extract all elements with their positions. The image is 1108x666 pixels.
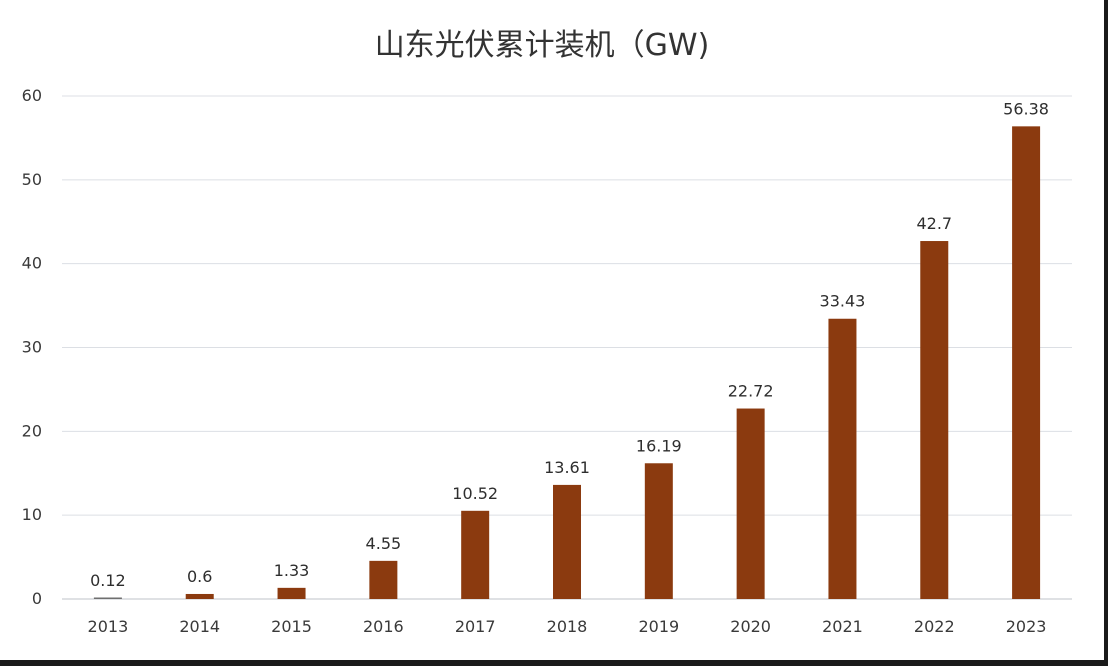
y-tick-label: 10	[22, 505, 42, 524]
x-tick-label-2018: 2018	[547, 617, 588, 636]
x-tick-label-2016: 2016	[363, 617, 404, 636]
data-label-2022: 42.7	[916, 214, 952, 233]
data-label-2023: 56.38	[1003, 99, 1049, 118]
data-label-2018: 13.61	[544, 458, 590, 477]
data-label-2013: 0.12	[90, 571, 126, 590]
x-tick-label-2014: 2014	[179, 617, 220, 636]
data-label-2016: 4.55	[366, 534, 402, 553]
bar-2020	[736, 408, 765, 599]
bar-2022	[920, 241, 949, 599]
x-tick-label-2022: 2022	[914, 617, 955, 636]
chart-title: 山东光伏累计装机（GW)	[375, 28, 710, 63]
data-labels: 0.12 0.6 1.33 4.55 10.52 13.61 16.19 22.72 33.43…	[90, 99, 1049, 590]
bar-2016	[369, 560, 398, 599]
bar-2018	[553, 484, 581, 599]
bar-2023	[1012, 126, 1041, 600]
bar-2019	[644, 463, 673, 599]
y-tick-label: 50	[22, 170, 42, 189]
data-label-2019: 16.19	[636, 436, 682, 455]
data-label-2017: 10.52	[452, 484, 498, 503]
x-tick-label-2019: 2019	[638, 617, 679, 636]
data-label-2014: 0.6	[187, 567, 212, 586]
x-tick-label-2013: 2013	[88, 617, 129, 636]
bar-2021	[828, 318, 857, 599]
x-axis-ticks: 2013 2014 2015 2016 2017 2018 2019 2020 2021 2022…	[88, 617, 1047, 636]
x-tick-label-2017: 2017	[455, 617, 496, 636]
x-tick-label-2021: 2021	[822, 617, 863, 636]
x-tick-label-2023: 2023	[1006, 617, 1047, 636]
bars	[93, 126, 1041, 600]
y-tick-label: 30	[22, 338, 42, 357]
bar-2013	[93, 597, 122, 599]
bar-2015	[277, 587, 306, 599]
bar-2017	[461, 510, 490, 599]
grid-lines	[62, 95, 1072, 600]
data-label-2015: 1.33	[274, 561, 310, 580]
y-tick-label: 0	[32, 589, 42, 608]
x-tick-label-2020: 2020	[730, 617, 771, 636]
y-tick-label: 60	[22, 86, 42, 105]
data-label-2021: 33.43	[820, 292, 866, 311]
data-label-2020: 22.72	[728, 382, 774, 401]
x-tick-label-2015: 2015	[271, 617, 312, 636]
bar-2014	[185, 593, 214, 599]
y-tick-label: 20	[22, 421, 42, 440]
y-tick-label: 40	[22, 254, 42, 273]
y-axis-ticks: 0 10 20 30 40 50 60	[22, 86, 42, 608]
